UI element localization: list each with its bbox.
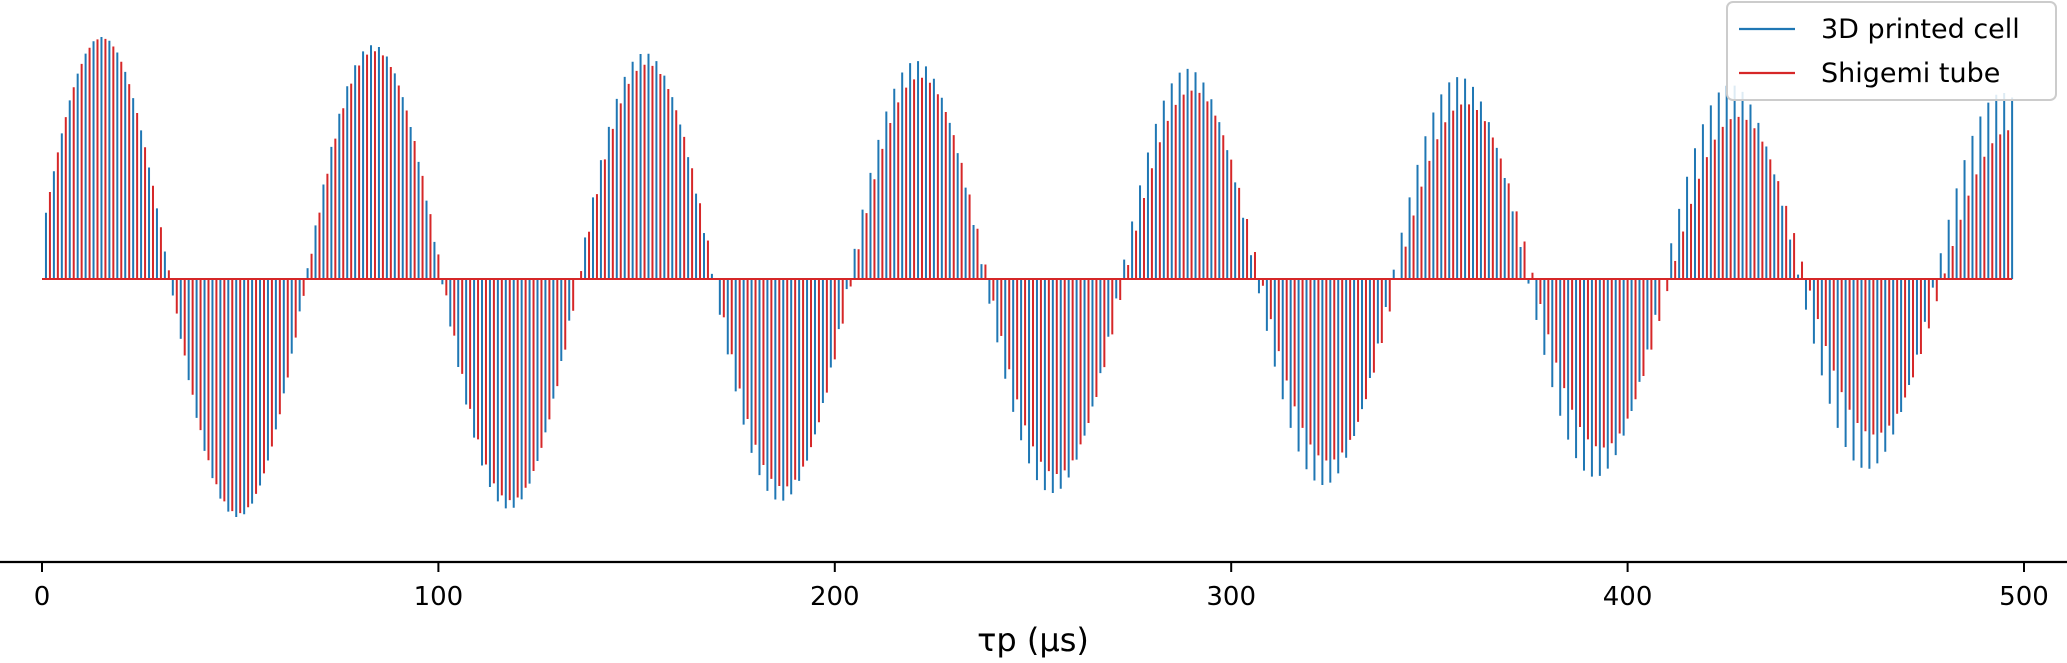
x-tick-label: 0 [34, 582, 51, 612]
x-tick-label: 200 [810, 582, 860, 612]
x-tick-label: 400 [1603, 582, 1653, 612]
x-tick-label: 500 [1999, 582, 2049, 612]
x-tick-label: 300 [1206, 582, 1256, 612]
x-axis: 0 100 200 300 400 500 [0, 560, 2067, 612]
x-tick-label: 100 [414, 582, 464, 612]
x-axis-label: τp (µs) [977, 621, 1089, 659]
legend: 3D printed cell Shigemi tube [1726, 1, 2057, 101]
series-printed-cell [42, 36, 2014, 517]
series-shigemi-tube [42, 38, 2013, 514]
legend-entry-label: Shigemi tube [1821, 58, 2000, 89]
plot-area [42, 36, 2014, 517]
legend-box [1726, 1, 2057, 101]
legend-entry-label: 3D printed cell [1821, 14, 2020, 45]
